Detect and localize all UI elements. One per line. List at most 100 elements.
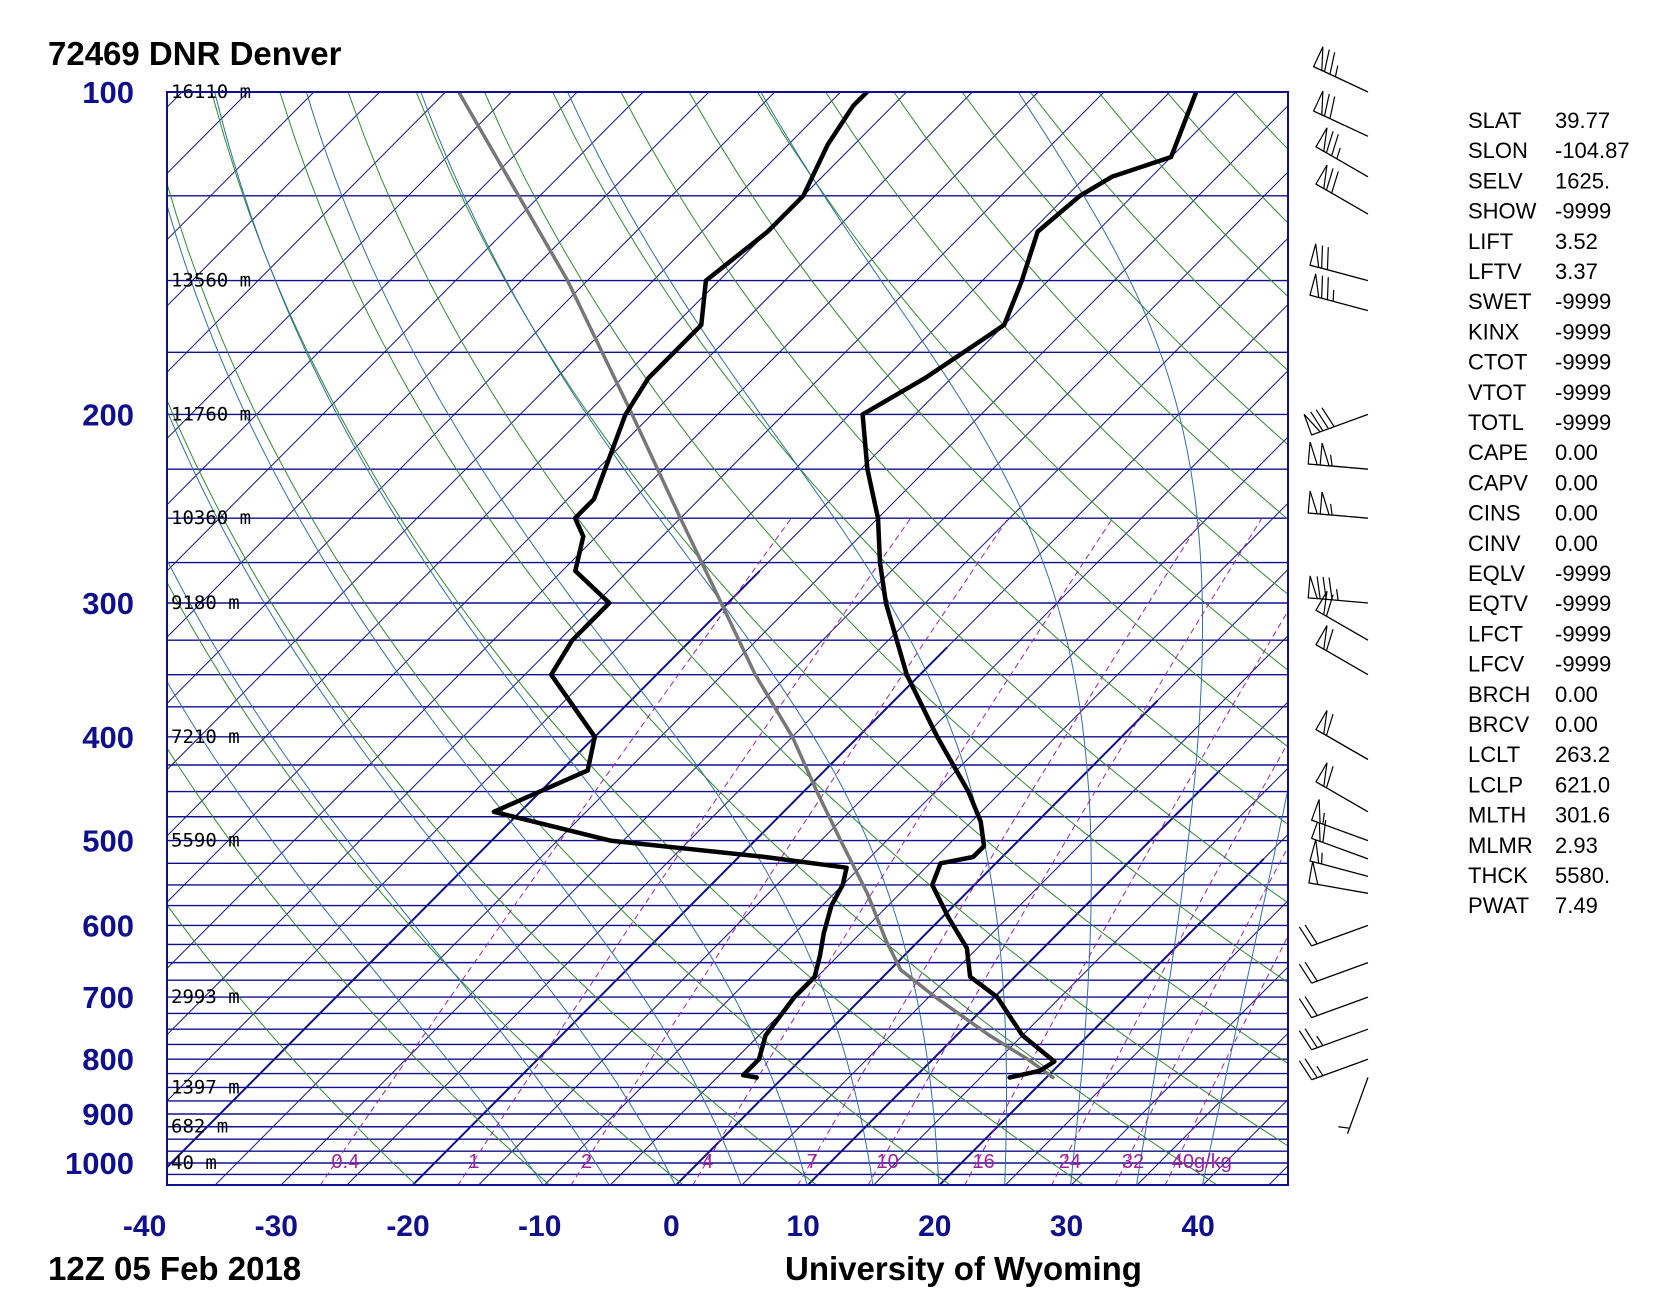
profiles: [456, 92, 1199, 1080]
temperature-tick-label: -30: [255, 1210, 298, 1243]
wind-barb-flag: [1309, 243, 1320, 269]
isotherm-line: [167, 92, 1171, 1102]
wind-barb-feather: [1298, 1060, 1313, 1081]
isobar-lines: [167, 92, 1288, 1185]
temperature-tick-label: -20: [386, 1210, 429, 1243]
wind-barb: [1315, 762, 1369, 813]
index-key: SHOW: [1468, 199, 1537, 224]
isotherm-line: [938, 858, 1265, 1185]
dry-adiabat: [484, 92, 1288, 984]
mixing-ratio-label: 32: [1122, 1151, 1144, 1173]
wind-barb-shaft: [1309, 294, 1369, 312]
wind-barb-feather: [1328, 577, 1333, 600]
wind-barb: [1307, 575, 1369, 604]
wind-barb-feather: [1322, 819, 1327, 843]
wind-barb-feather: [1323, 93, 1330, 117]
wind-barb-feather: [1325, 713, 1334, 736]
moist-adiabat-lines: [167, 92, 1288, 1185]
index-key: EQLV: [1468, 561, 1525, 586]
temperature-tick-label: 30: [1050, 1210, 1083, 1243]
wind-barb-shaft: [1309, 860, 1369, 878]
isotherm-line: [167, 92, 446, 373]
wind-barb-feather: [1326, 277, 1329, 300]
wind-barb-feather: [1321, 275, 1324, 299]
dry-adiabat: [167, 581, 684, 1185]
index-key: CINS: [1468, 501, 1521, 526]
isotherm-line: [167, 92, 1105, 1036]
moist-adiabat: [420, 92, 940, 1185]
index-key: LFTV: [1468, 259, 1522, 284]
wind-barb: [1309, 839, 1369, 878]
wind-barb-feather: [1298, 963, 1313, 984]
mixing-ratio-line: [1164, 935, 1288, 1185]
index-key: CAPV: [1468, 470, 1528, 495]
wind-barb-feather: [1315, 409, 1330, 430]
wind-barb-shaft: [1311, 1028, 1369, 1051]
wind-barb-shaft: [1313, 110, 1369, 137]
wind-barb-feather: [1304, 961, 1318, 982]
mixing-ratio-line: [319, 517, 792, 1185]
dry-adiabat: [552, 92, 1288, 904]
wind-barb-flag: [1315, 164, 1328, 190]
wind-barb: [1303, 407, 1369, 436]
wind-barb-feather: [1304, 924, 1318, 945]
wind-barb-shaft: [1311, 413, 1369, 436]
index-value: 0.00: [1555, 501, 1598, 526]
dry-adiabat: [756, 92, 1288, 671]
wind-barb: [1310, 799, 1369, 842]
mixing-ratio-label: 4: [702, 1151, 713, 1173]
temperature-tick-label: 20: [918, 1210, 951, 1243]
index-value: -104.87: [1555, 138, 1630, 163]
isotherm-line: [214, 104, 1288, 1185]
wind-barb-feather: [1325, 628, 1334, 651]
mixing-ratio-line: [570, 517, 1009, 1185]
height-label: 13560 m: [171, 270, 251, 292]
wind-barb-shaft: [1315, 183, 1369, 215]
wind-barb: [1312, 90, 1369, 137]
indices-table: SLAT 39.77 SLON -104.87 SELV 1625. SHOW -9999 LI…: [1468, 108, 1630, 918]
isotherm-line: [167, 92, 512, 440]
wind-barb: [1309, 243, 1369, 282]
height-label: 11760 m: [171, 403, 251, 425]
wind-barb-feather: [1298, 998, 1313, 1018]
index-value: -9999: [1555, 289, 1611, 314]
height-label: 682 m: [171, 1116, 228, 1138]
isotherm-line: [167, 92, 907, 837]
mixing-ratio-line: [964, 610, 1288, 1185]
isotherm-line: [167, 92, 644, 572]
wind-barb-flag: [1308, 861, 1319, 886]
index-value: 1625.: [1555, 168, 1610, 193]
wind-barb-shaft: [1315, 609, 1369, 641]
index-key: SELV: [1468, 168, 1523, 193]
wind-barb-feather: [1304, 996, 1318, 1016]
wind-barb-shaft: [1308, 882, 1369, 894]
index-key: KINX: [1468, 319, 1520, 344]
wind-barb-half: [1338, 1126, 1350, 1129]
index-value: 0.00: [1555, 440, 1598, 465]
wind-barb-flag: [1319, 491, 1330, 516]
wind-barb: [1315, 590, 1369, 641]
dry-adiabat: [1644, 92, 1679, 1186]
wind-barb: [1315, 127, 1369, 178]
index-value: 5580.: [1555, 863, 1610, 888]
parcel-path: [456, 92, 1055, 1080]
index-value: 39.77: [1555, 108, 1610, 133]
mixing-ratio-labels: 0.4 1 2 4 7 10 16 24 32 40g/kg: [331, 1151, 1231, 1173]
wind-barb-flag: [1307, 441, 1319, 466]
wind-barb-shaft: [1346, 1077, 1369, 1135]
height-label: 2993 m: [171, 986, 240, 1008]
wind-barb-feather: [1304, 1028, 1318, 1048]
moist-adiabat: [760, 92, 1092, 1185]
dry-adiabat: [688, 92, 1288, 748]
wind-barb: [1315, 710, 1369, 761]
wind-barb-flag: [1315, 710, 1328, 735]
isotherm-line: [0, 92, 116, 1186]
index-value: 263.2: [1555, 742, 1610, 767]
moist-adiabat: [214, 92, 808, 1185]
wind-barb: [1338, 1077, 1369, 1135]
isotherm-line: [807, 701, 1288, 1185]
wind-barb-feather: [1321, 245, 1324, 269]
wind-barb-half: [1316, 1035, 1324, 1046]
mixing-ratio-label: 7: [807, 1151, 818, 1173]
wind-barb-flag: [1315, 590, 1328, 616]
